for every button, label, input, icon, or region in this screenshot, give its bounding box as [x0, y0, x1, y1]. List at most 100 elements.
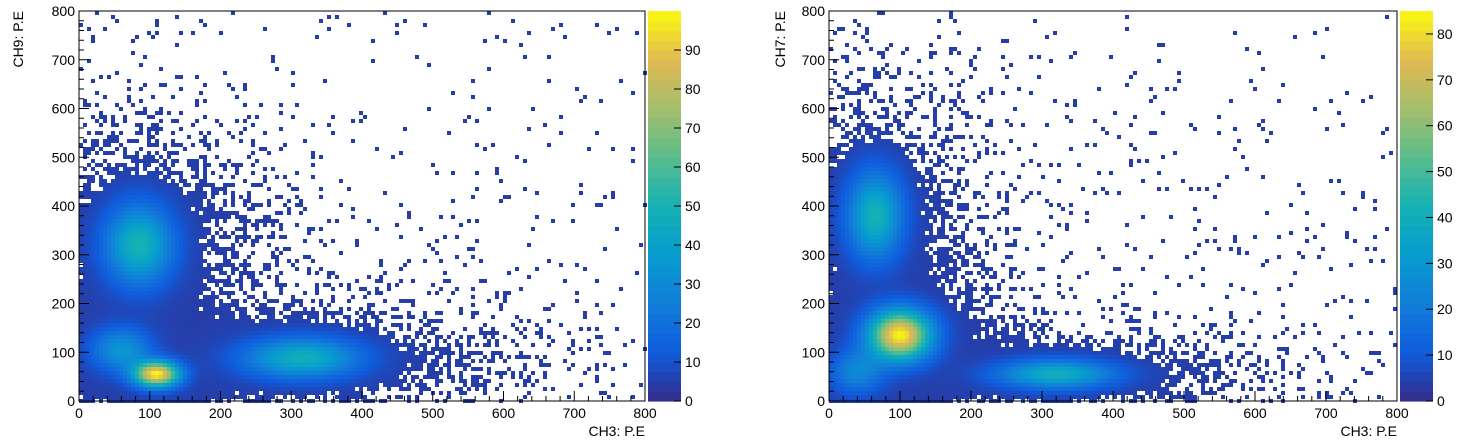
heatmap-cell: [147, 203, 151, 207]
heatmap-cell: [323, 319, 327, 323]
heatmap-cell: [115, 103, 119, 107]
heatmap-cell: [587, 147, 591, 151]
heatmap-cell: [123, 307, 127, 311]
heatmap-cell: [111, 151, 115, 155]
heatmap-cell: [179, 339, 183, 343]
heatmap-cell: [853, 195, 857, 199]
heatmap-cell: [179, 331, 183, 335]
heatmap-cell: [833, 147, 837, 151]
heatmap-cell: [215, 215, 219, 219]
heatmap-cell: [95, 247, 99, 251]
heatmap-cell: [551, 303, 555, 307]
heatmap-cell: [243, 323, 247, 327]
heatmap-cell: [151, 179, 155, 183]
heatmap-cell: [91, 323, 95, 327]
heatmap-cell: [579, 183, 583, 187]
heatmap-cell: [167, 351, 171, 355]
heatmap-cell: [307, 327, 311, 331]
heatmap-cell: [187, 343, 191, 347]
heatmap-cell: [957, 195, 961, 199]
heatmap-cell: [199, 347, 203, 351]
heatmap-cell: [901, 155, 905, 159]
heatmap-cell: [215, 395, 219, 399]
heatmap-cell: [203, 143, 207, 147]
heatmap-cell: [1133, 71, 1137, 75]
heatmap-cell: [127, 355, 131, 359]
heatmap-cell: [371, 383, 375, 387]
heatmap-cell: [961, 99, 965, 103]
heatmap-cell: [933, 135, 937, 139]
heatmap-cell: [155, 131, 159, 135]
heatmap-cell: [347, 319, 351, 323]
heatmap-cell: [395, 367, 399, 371]
heatmap-cell: [171, 203, 175, 207]
heatmap-cell: [119, 355, 123, 359]
heatmap-cell: [131, 383, 135, 387]
heatmap-cell: [135, 379, 139, 383]
heatmap-cell: [941, 171, 945, 175]
heatmap-cell: [315, 319, 319, 323]
heatmap-cell: [111, 139, 115, 143]
heatmap-cell: [183, 291, 187, 295]
heatmap-cell: [99, 347, 103, 351]
heatmap-cell: [419, 383, 423, 387]
heatmap-cell: [355, 351, 359, 355]
heatmap-cell: [91, 259, 95, 263]
heatmap-cell: [263, 223, 267, 227]
heatmap-cell: [299, 343, 303, 347]
heatmap-cell: [275, 363, 279, 367]
heatmap-cell: [79, 287, 83, 291]
heatmap-cell: [359, 395, 363, 399]
heatmap-cell: [203, 335, 207, 339]
heatmap-cell: [267, 359, 271, 363]
heatmap-cell: [103, 179, 107, 183]
heatmap-cell: [79, 259, 83, 263]
heatmap-cell: [275, 391, 279, 395]
heatmap-cell: [243, 335, 247, 339]
heatmap-cell: [913, 171, 917, 175]
color-bar-band: [648, 342, 681, 353]
heatmap-cell: [427, 63, 431, 67]
heatmap-cell: [219, 279, 223, 283]
heatmap-cell: [283, 331, 287, 335]
heatmap-cell: [163, 207, 167, 211]
heatmap-cell: [443, 279, 447, 283]
heatmap-cell: [79, 327, 83, 331]
heatmap-cell: [475, 343, 479, 347]
heatmap-cell: [949, 123, 953, 127]
heatmap-cell: [929, 199, 933, 203]
heatmap-cell: [873, 171, 877, 175]
heatmap-cell: [159, 163, 163, 167]
heatmap-cell: [603, 391, 607, 395]
heatmap-cell: [467, 355, 471, 359]
heatmap-cell: [95, 163, 99, 167]
heatmap-cell: [219, 327, 223, 331]
heatmap-cell: [183, 315, 187, 319]
heatmap-cell: [375, 359, 379, 363]
heatmap-cell: [195, 219, 199, 223]
heatmap-cell: [829, 191, 833, 195]
heatmap-cell: [921, 195, 925, 199]
heatmap-cell: [973, 159, 977, 163]
heatmap-cell: [279, 103, 283, 107]
heatmap-cell: [79, 143, 83, 147]
heatmap-cell: [411, 347, 415, 351]
heatmap-cell: [239, 371, 243, 375]
heatmap-cell: [395, 351, 399, 355]
heatmap-cell: [243, 291, 247, 295]
heatmap-cell: [447, 279, 451, 283]
heatmap-cell: [909, 199, 913, 203]
right-panel: 0 100 200 300 400 500 600 700 800 0 100 200 300 400 50…: [732, 0, 1464, 440]
heatmap-cell: [199, 395, 203, 399]
heatmap-cell: [195, 307, 199, 311]
heatmap-cell: [889, 139, 893, 143]
heatmap-cell: [243, 235, 247, 239]
heatmap-cell: [151, 243, 155, 247]
heatmap-cell: [115, 327, 119, 331]
heatmap-cell: [247, 363, 251, 367]
heatmap-cell: [1165, 187, 1169, 191]
heatmap-cell: [115, 363, 119, 367]
heatmap-cell: [861, 195, 865, 199]
heatmap-cell: [499, 179, 503, 183]
heatmap-cell: [163, 387, 167, 391]
